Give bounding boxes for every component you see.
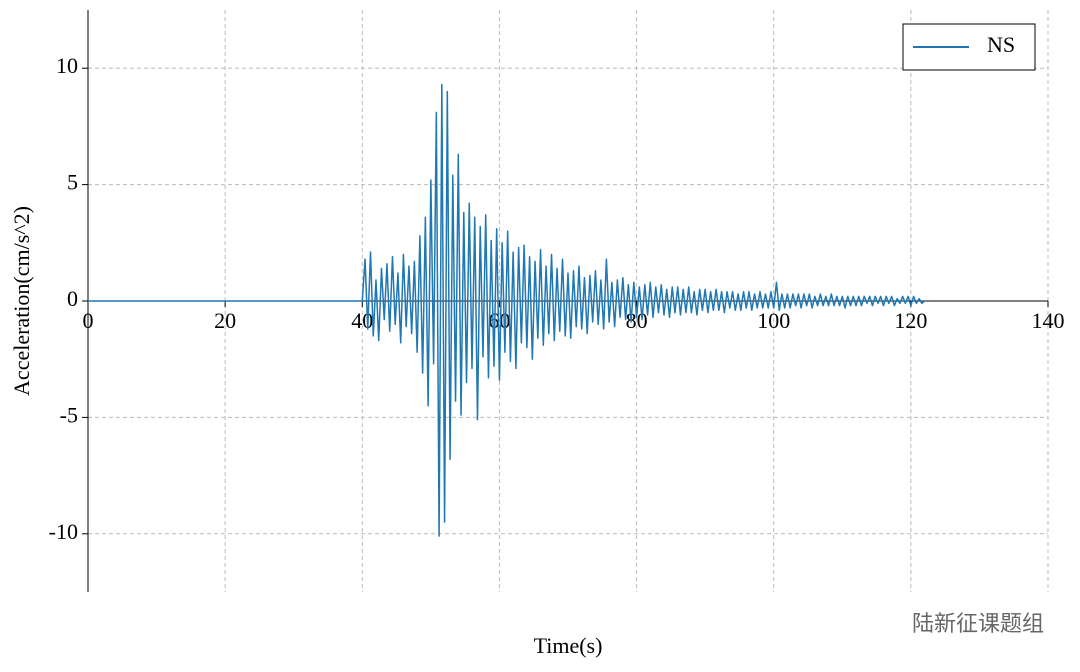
x-tick-label: 140 <box>1032 308 1065 333</box>
x-tick-label: 40 <box>351 308 373 333</box>
y-tick-label: -5 <box>60 402 78 427</box>
x-tick-label: 100 <box>757 308 790 333</box>
x-tick-label: 120 <box>894 308 927 333</box>
series-line <box>88 83 926 537</box>
x-tick-label: 60 <box>488 308 510 333</box>
y-tick-label: 10 <box>56 53 78 78</box>
y-tick-label: 0 <box>67 286 78 311</box>
x-axis-label: Time(s) <box>534 633 603 658</box>
legend-label: NS <box>987 32 1015 57</box>
watermark: 陆新征课题组 <box>912 612 1044 637</box>
x-tick-label: 20 <box>214 308 236 333</box>
y-axis-label: Acceleration(cm/s^2) <box>9 206 34 396</box>
y-tick-label: -10 <box>49 519 78 544</box>
y-tick-label: 5 <box>67 170 78 195</box>
